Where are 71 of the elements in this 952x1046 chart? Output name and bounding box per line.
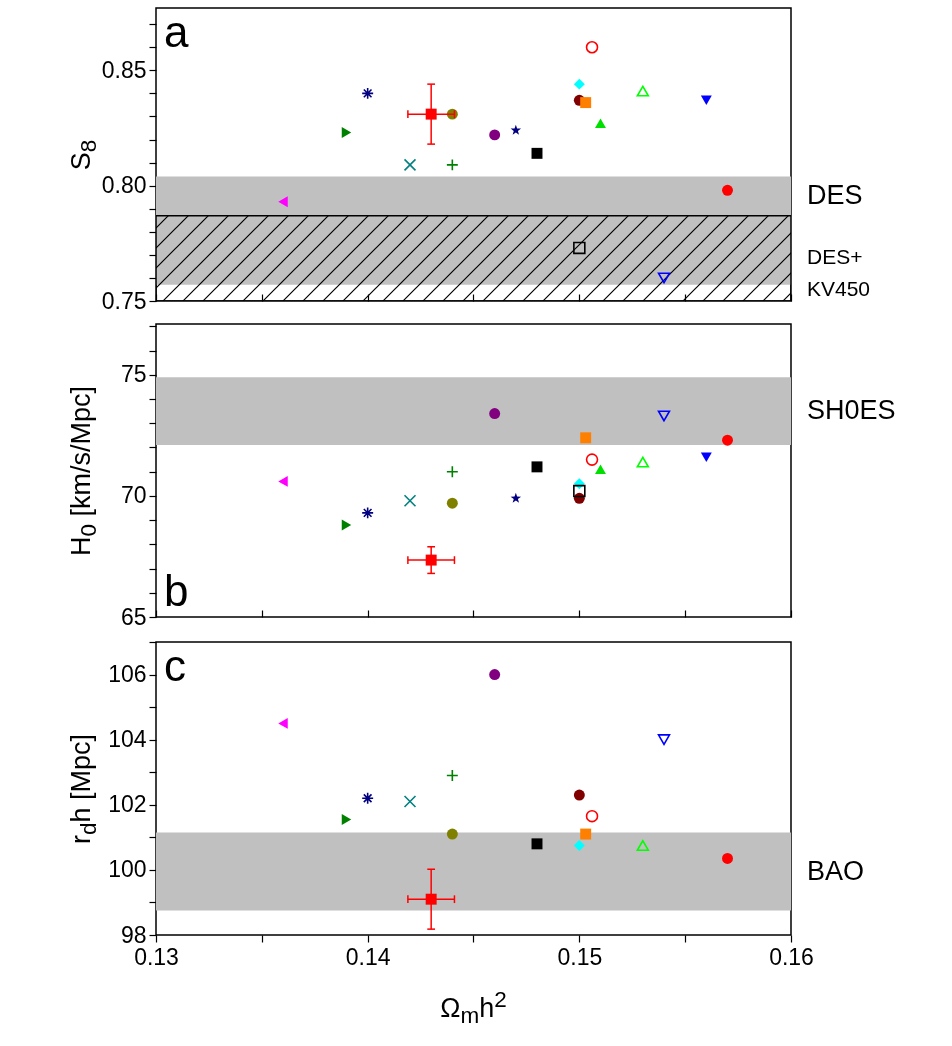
band-label: BAO	[807, 855, 865, 886]
point	[573, 789, 585, 801]
point	[585, 40, 599, 54]
point	[278, 196, 288, 208]
annotation: a	[164, 7, 189, 56]
point	[489, 408, 501, 420]
point	[722, 434, 733, 446]
point	[425, 108, 437, 120]
point	[489, 669, 501, 681]
y-tick-label: 65	[120, 603, 147, 630]
x-tick-label: 0.15	[557, 943, 603, 970]
point	[657, 410, 671, 422]
x-tick-label: 0.14	[345, 943, 391, 970]
annotation: b	[164, 566, 189, 615]
point	[573, 241, 586, 255]
point	[403, 494, 417, 508]
y-tick-label: 70	[120, 482, 147, 509]
point	[580, 432, 592, 444]
point	[278, 717, 288, 729]
point	[361, 791, 374, 805]
point	[341, 519, 352, 531]
point	[636, 839, 650, 852]
y-tick-label: 104	[108, 726, 147, 753]
x-axis-title: Ω$_{m}$h$^{2}$	[440, 987, 507, 1030]
point	[446, 497, 458, 509]
y-tick-label: 0.75	[101, 287, 147, 314]
point	[722, 184, 733, 196]
point	[722, 853, 733, 864]
point	[700, 95, 712, 106]
point	[361, 506, 374, 520]
y-tick-label: 75	[120, 361, 147, 388]
point	[341, 813, 352, 825]
point	[585, 809, 599, 823]
y-tick-label: 100	[108, 856, 147, 883]
point	[573, 78, 585, 90]
point	[446, 465, 459, 478]
point	[361, 87, 374, 100]
point	[657, 272, 671, 284]
point	[446, 158, 459, 172]
point	[700, 452, 712, 462]
y-tick-label: 0.80	[101, 172, 147, 199]
point	[531, 461, 543, 473]
x-tick-label: 0.16	[769, 943, 814, 970]
point	[595, 464, 606, 475]
point	[580, 828, 592, 840]
point	[573, 840, 585, 851]
point	[636, 85, 650, 97]
annotation: c	[164, 641, 186, 690]
point	[595, 118, 606, 129]
y-tick-label: 102	[108, 791, 147, 818]
y-tick-label: 0.85	[101, 56, 147, 83]
point	[446, 769, 459, 782]
point	[446, 828, 458, 840]
point	[531, 838, 543, 850]
point	[580, 97, 592, 109]
point	[657, 734, 671, 746]
point	[585, 453, 599, 466]
band-label: SH0ES	[807, 395, 896, 426]
point	[278, 475, 288, 487]
point	[403, 158, 417, 172]
point	[573, 484, 586, 498]
band-label: DES+ KV450	[807, 245, 871, 301]
point	[489, 129, 501, 141]
point	[425, 554, 437, 566]
point	[403, 795, 417, 808]
y-tick-label: 106	[108, 661, 147, 688]
point	[531, 147, 543, 159]
point	[636, 456, 650, 468]
point	[341, 127, 352, 139]
band-label: DES	[807, 180, 863, 211]
point	[425, 893, 437, 905]
